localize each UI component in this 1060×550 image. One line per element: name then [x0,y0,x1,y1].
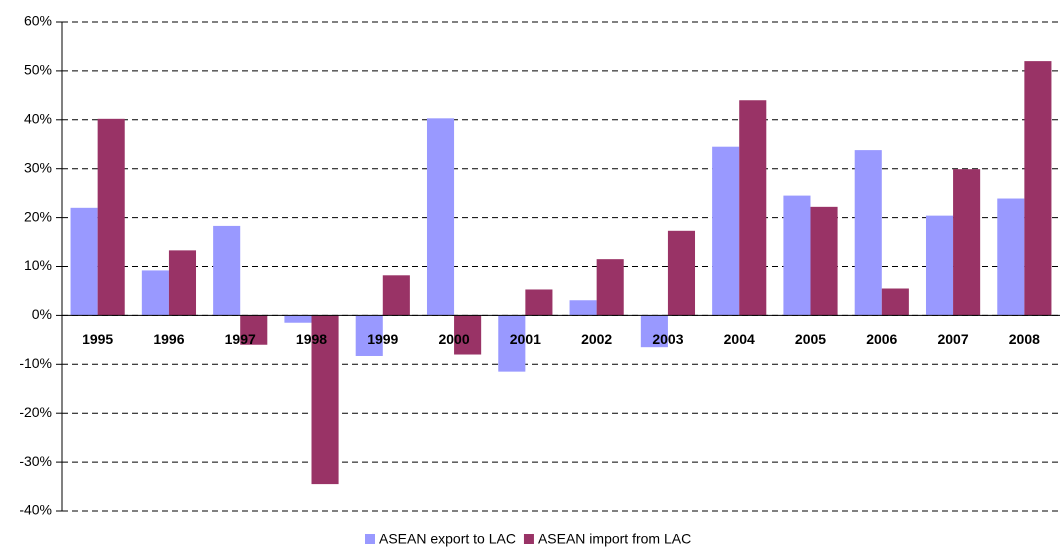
y-tick-label: 50% [24,62,52,78]
bar [854,150,882,316]
bar [426,118,455,316]
x-tick-label: 2007 [937,331,968,347]
bar [141,270,169,316]
y-tick-label: 30% [24,159,52,175]
bar [311,315,339,485]
bar [498,315,526,372]
x-tick-label: 2003 [652,331,683,347]
x-tick-label: 1995 [82,331,113,347]
bar [382,275,410,316]
y-tick-label: 0% [32,306,52,322]
bar [569,300,597,316]
bar [97,118,125,316]
x-tick-label: 1997 [225,331,256,347]
bar [240,315,268,345]
y-tick-label: -40% [19,502,52,518]
x-tick-label: 2004 [724,331,755,347]
y-tick-label: -10% [19,355,52,371]
bar [213,225,241,316]
bar [739,100,767,316]
y-tick-label: 20% [24,208,52,224]
bar [925,215,954,316]
x-tick-label: 2008 [1009,331,1040,347]
bar [454,315,482,355]
x-tick-label: 1996 [153,331,184,347]
x-tick-label: 2001 [510,331,541,347]
y-tick-label: 10% [24,257,52,273]
bar [355,315,383,356]
y-tick-label: 60% [24,13,52,29]
y-tick-label: 40% [24,111,52,127]
legend-label: ASEAN export to LAC [379,531,516,547]
y-tick-label: -20% [19,404,52,420]
bar [783,195,811,316]
bar [284,315,312,323]
legend-swatch [365,534,375,544]
bar [997,198,1025,316]
bar [525,289,553,316]
bar [953,169,981,316]
bar [168,250,197,316]
y-tick-label: -30% [19,453,52,469]
legend-label: ASEAN import from LAC [538,531,691,547]
x-tick-label: 1998 [296,331,327,347]
x-tick-label: 1999 [367,331,398,347]
bar [1024,61,1052,316]
bar [70,207,98,316]
bar [596,259,624,316]
bar [810,206,838,316]
bar [667,230,696,316]
bar [640,315,668,348]
x-tick-label: 2006 [866,331,897,347]
bar [881,288,909,316]
x-tick-label: 2002 [581,331,612,347]
x-tick-label: 2005 [795,331,826,347]
legend-swatch [523,534,534,544]
bar [712,146,740,316]
x-tick-label: 2000 [438,331,469,347]
